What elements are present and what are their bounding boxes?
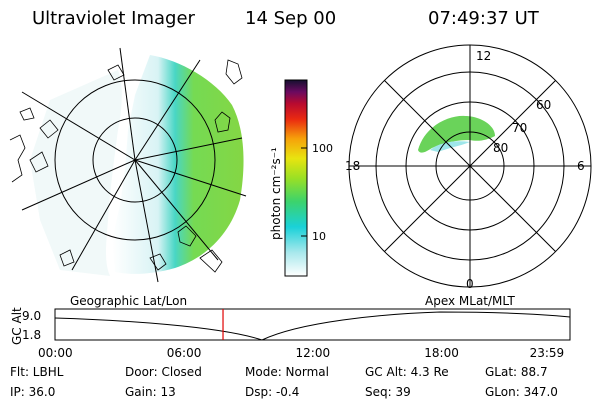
orbit-plot: GC Alt 9.0 1.8 00:00 06:00 12:00 18:00 23:59: [10, 307, 571, 360]
coastlines: [9, 59, 243, 273]
orbit-ytick-max: 9.0: [22, 309, 41, 323]
status-glat: GLat: 88.7: [485, 365, 548, 379]
status-panel: Flt: LBHL Door: Closed Mode: Normal GC A…: [10, 365, 558, 399]
status-door: Door: Closed: [125, 365, 202, 379]
status-mode: Mode: Normal: [245, 365, 329, 379]
mlt-label-0: 0: [466, 277, 474, 291]
auroral-emission-region: [112, 55, 244, 274]
orbit-xtick: 06:00: [167, 346, 202, 360]
mlt-label-6: 6: [577, 159, 585, 173]
colorbar: 100 10 photon cm⁻²s⁻¹: [269, 79, 333, 277]
orbit-xtick: 00:00: [38, 346, 73, 360]
orbit-ylabel: GC Alt: [10, 307, 24, 345]
geographic-label: Geographic Lat/Lon: [70, 294, 187, 308]
mlt-label-18: 18: [345, 159, 360, 173]
status-flt: Flt: LBHL: [10, 365, 64, 379]
mlat-label-80: 80: [493, 141, 508, 155]
mlat-label-70: 70: [512, 121, 527, 135]
polar-plot: 12 18 6 0 60 70 80: [345, 44, 592, 291]
status-seq: Seq: 39: [365, 385, 411, 399]
orbit-xtick: 23:59: [530, 346, 565, 360]
orbit-xtick: 12:00: [296, 346, 331, 360]
orbit-xtick: 18:00: [424, 346, 459, 360]
status-gain: Gain: 13: [125, 385, 176, 399]
colorbar-tick-100: 100: [312, 142, 333, 155]
status-glon: GLon: 347.0: [485, 385, 558, 399]
mlat-label-60: 60: [536, 98, 551, 112]
status-gc-alt: GC Alt: 4.3 Re: [365, 365, 449, 379]
instrument-title: Ultraviolet Imager: [32, 8, 195, 29]
colorbar-label: photon cm⁻²s⁻¹: [269, 147, 283, 240]
status-dsp: Dsp: -0.4: [245, 385, 299, 399]
mlt-label-12: 12: [476, 49, 491, 63]
orbit-ytick-min: 1.8: [22, 328, 41, 342]
apex-label: Apex MLat/MLT: [425, 294, 515, 308]
date-label: 14 Sep 00: [245, 8, 337, 29]
status-ip: IP: 36.0: [10, 385, 55, 399]
geo-meridians: [21, 47, 247, 283]
time-label: 07:49:37 UT: [428, 8, 539, 29]
geographic-image: [9, 47, 247, 283]
altitude-curve: [54, 311, 571, 341]
colorbar-tick-10: 10: [312, 230, 326, 243]
